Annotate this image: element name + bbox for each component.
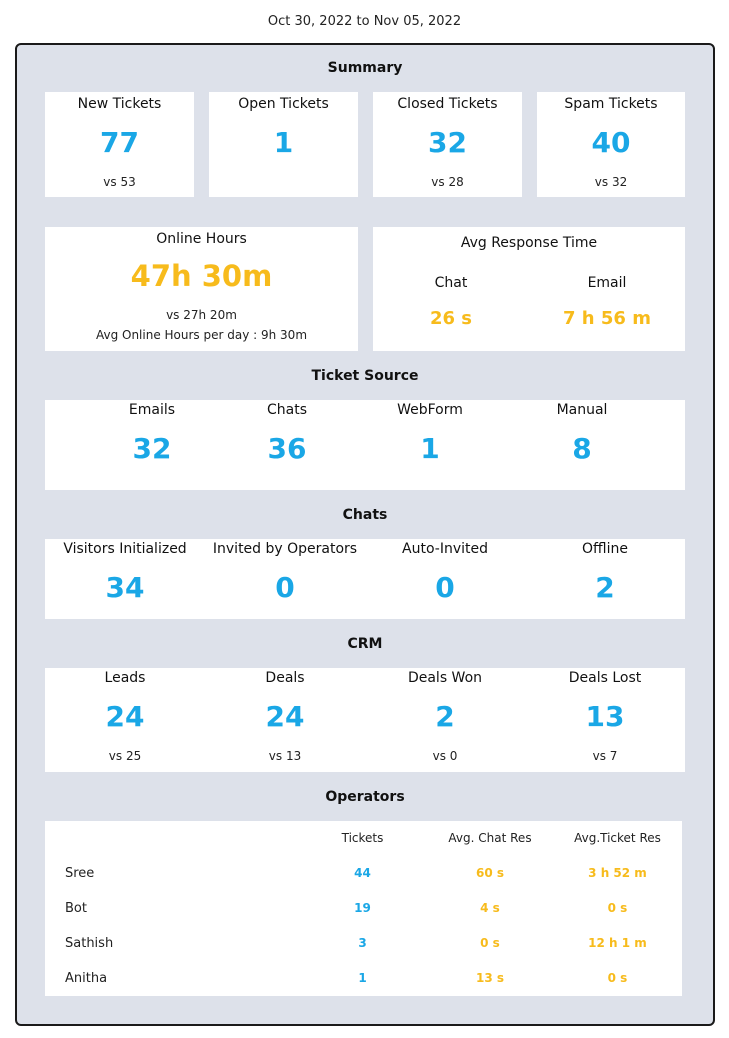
chats-value: 2 — [595, 571, 615, 604]
crm-deals: Deals 24 vs 13 — [205, 668, 365, 772]
card-vs: vs 32 — [594, 175, 628, 189]
crm-label: Deals Won — [407, 670, 483, 686]
crm-card: Leads 24 vs 25 Deals 24 vs 13 Deals Won … — [45, 668, 685, 772]
chats-value: 0 — [275, 571, 295, 604]
source-label: WebForm — [397, 402, 463, 418]
avg-response-chat: Chat 26 s — [373, 227, 529, 351]
ticket-source-title: Ticket Source — [311, 368, 419, 384]
card-spam-tickets: Spam Tickets 40 vs 32 — [537, 92, 685, 197]
avg-response-email: Email 7 h 56 m — [529, 227, 685, 351]
crm-label: Deals Lost — [568, 670, 642, 686]
card-value: 77 — [100, 126, 139, 159]
operator-name: Sree — [65, 866, 95, 881]
source-webform: WebForm 1 — [363, 400, 497, 490]
operator-ticket-res: 3 h 52 m — [588, 866, 647, 880]
card-label: New Tickets — [77, 96, 162, 112]
operator-name: Bot — [65, 901, 87, 916]
crm-value: 13 — [585, 700, 625, 733]
operators-title: Operators — [325, 789, 405, 805]
chat-label: Chat — [434, 275, 468, 291]
ticket-source-card: Emails 32 Chats 36 WebForm 1 Manual 8 — [45, 400, 685, 490]
crm-value: 2 — [435, 700, 455, 733]
crm-vs: vs 7 — [592, 749, 618, 763]
crm-vs: vs 13 — [268, 749, 302, 763]
card-closed-tickets: Closed Tickets 32 vs 28 — [373, 92, 522, 197]
chats-label: Invited by Operators — [212, 541, 358, 557]
card-label: Closed Tickets — [397, 96, 498, 112]
source-value: 32 — [132, 432, 172, 465]
online-hours-label: Online Hours — [156, 231, 247, 247]
chats-invited-by-operators: Invited by Operators 0 — [205, 539, 365, 619]
avg-response-label: Avg Response Time — [460, 235, 598, 251]
operator-chat-res: 60 s — [475, 866, 505, 880]
operator-chat-res: 0 s — [480, 936, 500, 950]
operator-ticket-res: 0 s — [607, 901, 628, 915]
chats-value: 34 — [105, 571, 145, 604]
operators-table: Tickets Avg. Chat Res Avg.Ticket Res Sre… — [45, 821, 682, 996]
source-chats: Chats 36 — [220, 400, 354, 490]
crm-vs: vs 0 — [432, 749, 458, 763]
operator-ticket-res: 12 h 1 m — [588, 936, 647, 950]
email-label: Email — [587, 275, 627, 291]
crm-value: 24 — [265, 700, 305, 733]
chats-label: Visitors Initialized — [63, 541, 187, 557]
avg-response-card: Avg Response Time Chat 26 s Email 7 h 56… — [373, 227, 685, 351]
operator-tickets: 1 — [358, 971, 367, 985]
online-hours-vs: vs 27h 20m — [166, 308, 237, 322]
online-hours-card: Online Hours 47h 30m vs 27h 20m Avg Onli… — [45, 227, 358, 351]
online-hours-value: 47h 30m — [130, 259, 273, 293]
card-label: Open Tickets — [238, 96, 329, 112]
chats-offline: Offline 2 — [525, 539, 685, 619]
online-hours-avg: Avg Online Hours per day : 9h 30m — [95, 328, 308, 342]
crm-value: 24 — [105, 700, 145, 733]
card-new-tickets: New Tickets 77 vs 53 — [45, 92, 194, 197]
operator-ticket-res: 0 s — [607, 971, 628, 985]
crm-label: Leads — [104, 670, 146, 686]
source-value: 1 — [420, 432, 440, 465]
chats-card: Visitors Initialized 34 Invited by Opera… — [45, 539, 685, 619]
source-label: Chats — [266, 402, 307, 418]
operators-header-tickets: Tickets — [341, 831, 384, 845]
operator-name: Anitha — [65, 971, 108, 986]
chats-label: Auto-Invited — [402, 541, 488, 557]
source-manual: Manual 8 — [515, 400, 649, 490]
operator-tickets: 3 — [358, 936, 367, 950]
card-value: 1 — [273, 126, 294, 159]
crm-title: CRM — [347, 636, 383, 652]
crm-deals-won: Deals Won 2 vs 0 — [365, 668, 525, 772]
card-open-tickets: Open Tickets 1 — [209, 92, 358, 197]
report-panel: Summary New Tickets 77 vs 53 Open Ticket… — [15, 43, 715, 1026]
card-value: 32 — [428, 126, 467, 159]
operator-chat-res: 4 s — [480, 901, 500, 915]
card-label: Spam Tickets — [564, 96, 658, 112]
source-value: 36 — [267, 432, 307, 465]
source-label: Emails — [128, 402, 176, 418]
operator-chat-res: 13 s — [475, 971, 505, 985]
card-vs: vs 28 — [431, 175, 464, 189]
chat-value: 26 s — [429, 308, 473, 329]
summary-title: Summary — [327, 60, 403, 76]
operator-tickets: 19 — [354, 901, 371, 915]
operators-header-ticket-res: Avg.Ticket Res — [574, 831, 661, 845]
crm-deals-lost: Deals Lost 13 vs 7 — [525, 668, 685, 772]
chats-auto-invited: Auto-Invited 0 — [365, 539, 525, 619]
date-range: Oct 30, 2022 to Nov 05, 2022 — [267, 14, 462, 29]
source-emails: Emails 32 — [85, 400, 219, 490]
card-value: 40 — [591, 126, 631, 159]
operators-header-chat-res: Avg. Chat Res — [448, 831, 532, 845]
source-value: 8 — [572, 432, 592, 465]
crm-leads: Leads 24 vs 25 — [45, 668, 205, 772]
crm-vs: vs 25 — [108, 749, 142, 763]
chats-value: 0 — [435, 571, 455, 604]
operator-tickets: 44 — [354, 866, 371, 880]
chats-label: Offline — [582, 541, 628, 557]
operator-name: Sathish — [65, 936, 114, 951]
card-vs: vs 53 — [103, 175, 136, 189]
crm-label: Deals — [265, 670, 305, 686]
chats-visitors-initialized: Visitors Initialized 34 — [45, 539, 205, 619]
source-label: Manual — [556, 402, 608, 418]
email-value: 7 h 56 m — [563, 308, 651, 329]
chats-title: Chats — [342, 507, 388, 523]
